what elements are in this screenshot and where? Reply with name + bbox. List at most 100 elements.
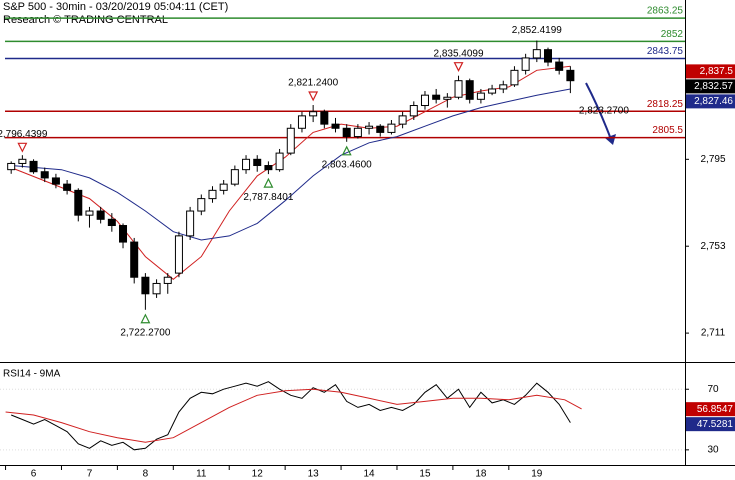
candle-body	[376, 125, 385, 133]
x-tick-label: 18	[475, 469, 487, 480]
candle-body	[186, 210, 195, 237]
candle-body	[264, 165, 273, 171]
candle-body	[309, 111, 318, 117]
price-badge	[686, 94, 735, 109]
y-tick-label: 70	[707, 384, 719, 395]
x-tick-label: 12	[252, 469, 264, 480]
trough-marker	[263, 177, 274, 188]
price-badge	[686, 64, 735, 79]
price-annotation: 2,823.2700	[579, 105, 629, 116]
candle-body	[40, 171, 49, 179]
peak-marker	[308, 91, 319, 102]
candle-body	[275, 152, 284, 171]
candle-body	[521, 57, 530, 71]
price-badge-label: 2,837.5	[700, 66, 734, 77]
price-annotation: 2,722.2700	[120, 327, 170, 338]
price-annotation: 2,787.8401	[243, 192, 293, 203]
x-tick-label: 19	[531, 469, 543, 480]
candle-body	[253, 158, 262, 167]
candle-body	[18, 158, 27, 164]
level-label: 2852	[661, 29, 684, 40]
candle-body	[63, 183, 72, 191]
candle-body	[286, 127, 295, 154]
candle-body	[197, 198, 206, 212]
indicator-line	[5, 388, 582, 443]
peak-marker	[453, 62, 464, 73]
candle-body	[555, 61, 564, 71]
candle-body	[219, 183, 228, 191]
candle-body	[29, 160, 38, 173]
candle-body	[398, 115, 407, 125]
candle-body	[141, 276, 150, 295]
candle-body	[74, 189, 83, 216]
candle-body	[510, 69, 519, 86]
price-annotation: 2,821.2400	[288, 78, 338, 89]
price-badge	[686, 79, 735, 94]
candle-body	[130, 241, 139, 278]
price-badge	[686, 417, 735, 432]
candle-body	[7, 162, 16, 171]
y-tick-label: 2,711	[701, 328, 726, 339]
indicator-line	[11, 381, 571, 451]
candle-body	[454, 80, 463, 98]
candle-body	[566, 69, 575, 82]
candle-body	[85, 210, 94, 216]
candle-body	[409, 105, 418, 117]
chart-title: S&P 500 - 30min - 03/20/2019 05:04:11 (C…	[3, 1, 228, 13]
x-tick-label: 8	[143, 469, 149, 480]
candle-body	[432, 94, 441, 100]
level-label: 2805.5	[652, 125, 683, 136]
candle-body	[465, 80, 474, 100]
price-annotation: 2,835.4099	[433, 48, 483, 59]
x-tick-label: 7	[87, 469, 93, 480]
x-tick-label: 13	[308, 469, 320, 480]
candle-body	[420, 94, 429, 107]
price-badge-label: 56.8547	[697, 404, 734, 415]
x-tick-label: 14	[363, 469, 375, 480]
candle-body	[476, 92, 485, 100]
candle-body	[365, 125, 374, 129]
candle-body	[51, 177, 60, 185]
y-tick-label: 2,795	[700, 154, 725, 165]
candle-body	[342, 127, 351, 138]
x-tick-label: 15	[419, 469, 431, 480]
candle-body	[387, 123, 396, 133]
candle-body	[208, 189, 217, 200]
candle-body	[96, 210, 105, 220]
indicator-line	[11, 88, 571, 241]
candle-body	[532, 49, 541, 59]
candle-body	[107, 218, 116, 227]
candle-body	[152, 282, 161, 295]
price-annotation: 2,796.4399	[0, 129, 48, 140]
forecast-arrowhead	[605, 134, 616, 145]
peak-marker	[17, 142, 28, 153]
candle-body	[119, 225, 128, 243]
candle-body	[443, 96, 452, 100]
level-label: 2843.75	[647, 46, 684, 57]
trough-marker	[341, 145, 352, 156]
candle-body	[499, 84, 508, 90]
candle-body	[331, 123, 340, 129]
price-badge-label: 47.5281	[697, 419, 734, 430]
level-label: 2818.25	[647, 99, 684, 110]
x-tick-label: 6	[31, 469, 37, 480]
y-tick-label: 2,753	[700, 241, 725, 252]
candle-body	[297, 115, 306, 129]
candle-body	[242, 158, 251, 171]
candle-body	[230, 169, 239, 185]
candle-body	[488, 88, 497, 94]
price-badge	[686, 402, 735, 417]
x-tick-label: 11	[196, 469, 207, 480]
candle-body	[320, 111, 329, 125]
chart-subtitle: Research © TRADING CENTRAL	[3, 14, 168, 26]
price-annotation: 2,803.4600	[322, 159, 372, 170]
price-badge-label: 2,832.57	[694, 81, 733, 92]
y-tick-label: 30	[707, 444, 719, 455]
candle-body	[163, 276, 172, 284]
trough-marker	[140, 313, 151, 324]
candle-body	[544, 49, 552, 63]
rsi-title: RSI14 - 9MA	[3, 369, 61, 380]
level-label: 2863.25	[647, 6, 684, 17]
